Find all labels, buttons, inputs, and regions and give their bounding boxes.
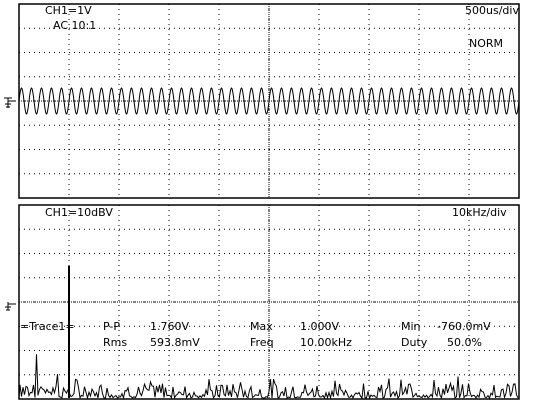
- coupling-label: AC 10:1: [53, 19, 96, 32]
- mode-label: NORM: [469, 37, 503, 50]
- measure-value: 10.00kHz: [300, 336, 352, 349]
- time-trace: [18, 87, 520, 115]
- measure-value: 1.000V: [300, 320, 339, 333]
- measure-value: -760.0mV: [437, 320, 491, 333]
- measure-label: Freq: [250, 336, 274, 349]
- spectrum-trace: [18, 354, 519, 400]
- measure-value: 50.0%: [447, 336, 482, 349]
- measure-label: Max: [250, 320, 273, 333]
- scale-label: 10kHz/div: [452, 206, 507, 219]
- channel-label: CH1=10dBV: [45, 206, 113, 219]
- measure-label: Rms: [103, 336, 127, 349]
- measure-label: P-P: [103, 320, 120, 333]
- ref-marker: [5, 302, 16, 311]
- measure-label: Duty: [401, 336, 428, 349]
- timebase-label: 500us/div: [465, 4, 519, 17]
- measure-value: 593.8mV: [150, 336, 200, 349]
- channel-label: CH1=1V: [45, 4, 92, 17]
- measure-label: Min: [401, 320, 421, 333]
- measurements: P-P 1.760V Max 1.000V Min -760.0mV Rms 593.8mV F…: [103, 320, 491, 349]
- trigger-marker: [4, 97, 16, 108]
- measure-title: =Trace1=: [20, 320, 75, 333]
- measure-value: 1.760V: [150, 320, 189, 333]
